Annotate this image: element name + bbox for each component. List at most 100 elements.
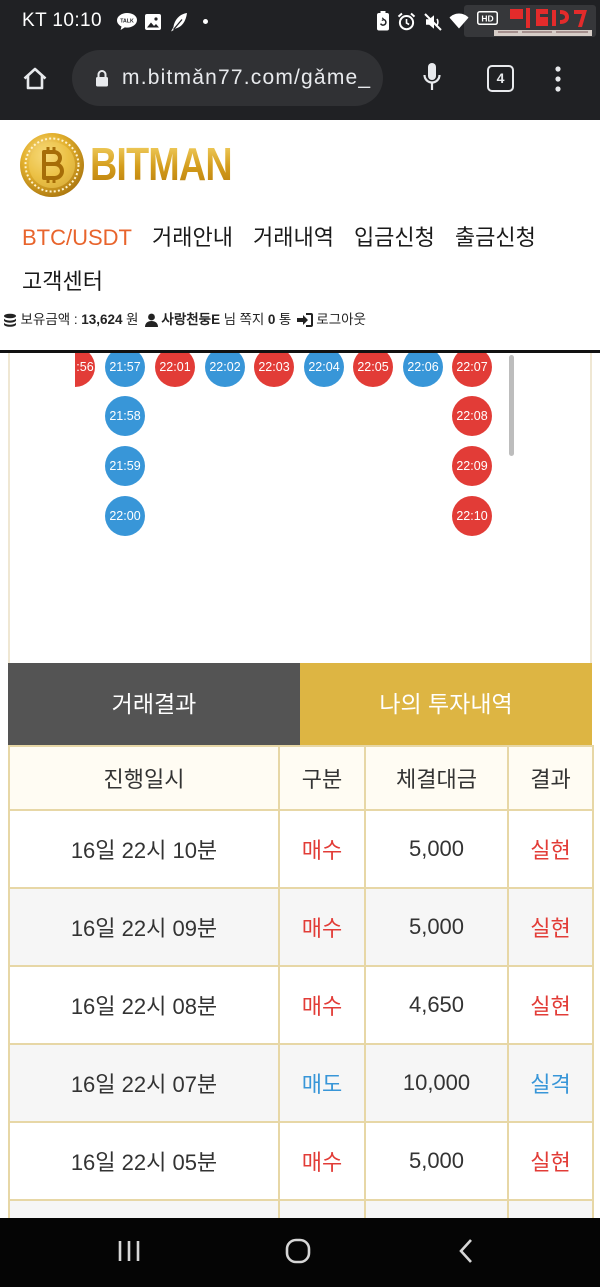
cell-amount: 5,000 xyxy=(364,887,509,967)
cell-result: 실격 xyxy=(507,1043,594,1123)
notification-dot-icon xyxy=(203,19,208,24)
message-count[interactable]: 0 xyxy=(267,312,276,327)
message-label[interactable]: 쪽지 xyxy=(239,312,265,327)
android-navigation-bar xyxy=(0,1218,600,1287)
balance-value: 13,624 xyxy=(81,312,123,327)
tab-trade-results[interactable]: 거래결과 xyxy=(8,663,300,745)
panel-border-right xyxy=(590,353,592,663)
battery-saver-icon xyxy=(376,11,390,31)
main-nav: BTC/USDT 거래안내 거래내역 입금신청 출금신청 고객센터 xyxy=(22,225,588,295)
cell-amount: 4,650 xyxy=(364,965,509,1045)
cell-result: 실현 xyxy=(507,1121,594,1201)
result-bead: 22:02 xyxy=(205,353,245,387)
home-button-icon[interactable] xyxy=(285,1238,311,1264)
honorific: 님 xyxy=(223,312,237,327)
url-text[interactable]: m.bitmǎn77.com/gǎme_ xyxy=(122,66,372,89)
cell-datetime: 16일 22시 08분 xyxy=(8,965,280,1045)
cell-datetime: 16일 22시 10분 xyxy=(8,809,280,889)
cell-result: 실현 xyxy=(507,809,594,889)
kakaotalk-icon: TALK xyxy=(116,12,138,30)
header-divider xyxy=(0,350,600,353)
table-row: 16일 22시 05분 매수 5,000 실현 xyxy=(8,1121,594,1201)
nav-support[interactable]: 고객센터 xyxy=(22,269,103,294)
cell-type: 매도 xyxy=(278,1043,366,1123)
result-bead: 22:10 xyxy=(452,496,492,536)
mute-icon xyxy=(424,13,442,31)
cell-amount: 5,000 xyxy=(364,809,509,889)
nav-deposit[interactable]: 입금신청 xyxy=(353,225,435,250)
result-bead: 22:00 xyxy=(105,496,145,536)
panel-border-left xyxy=(8,353,10,663)
browser-toolbar: m.bitmǎn77.com/gǎme_ 4 xyxy=(0,42,600,120)
nav-withdraw[interactable]: 출금신청 xyxy=(454,225,536,250)
result-board-panel xyxy=(0,353,600,663)
result-bead: 21:59 xyxy=(105,446,145,486)
wifi-icon xyxy=(449,12,469,29)
address-bar[interactable]: m.bitmǎn77.com/gǎme_ xyxy=(72,50,383,106)
result-bead: 22:03 xyxy=(254,353,294,387)
table-header-row: 진행일시 구분 체결대금 결과 xyxy=(8,745,594,811)
cell-type: 매수 xyxy=(278,965,366,1045)
result-bead: 22:09 xyxy=(452,446,492,486)
back-icon[interactable] xyxy=(458,1238,474,1264)
header-type: 구분 xyxy=(278,745,366,811)
header-datetime: 진행일시 xyxy=(8,745,280,811)
table-row: 16일 22시 10분 매수 5,000 실현 xyxy=(8,809,594,889)
account-bar: 보유금액 : 13,624 원 사랑천둥E 님 쪽지 0 통 로그아웃 xyxy=(3,311,366,329)
alarm-icon xyxy=(397,12,416,31)
gallery-icon xyxy=(145,14,161,30)
cell-amount: 5,000 xyxy=(364,1121,509,1201)
table-row: 16일 22시 08분 매수 4,650 실현 xyxy=(8,965,594,1045)
username: 사랑천둥E xyxy=(161,312,221,327)
tabs-button[interactable]: 4 xyxy=(487,65,514,92)
balance-unit: 원 xyxy=(125,312,139,327)
hd-icon: HD xyxy=(477,11,498,25)
feather-icon xyxy=(170,12,188,32)
cell-amount: 10,000 xyxy=(364,1043,509,1123)
result-bead: 22:07 xyxy=(452,353,492,387)
nav-btc-usdt[interactable]: BTC/USDT xyxy=(22,225,132,250)
mic-icon[interactable] xyxy=(423,62,441,92)
carrier-time: KT 10:10 xyxy=(22,10,102,31)
investment-history-table: 진행일시 구분 체결대금 결과 16일 22시 10분 매수 5,000 실현 … xyxy=(8,745,594,1279)
table-row: 16일 22시 09분 매수 5,000 실현 xyxy=(8,887,594,967)
cell-type: 매수 xyxy=(278,887,366,967)
balance-label: 보유금액 : xyxy=(20,312,78,327)
svg-text:HD: HD xyxy=(481,13,493,23)
logout-icon[interactable] xyxy=(296,313,313,327)
result-bead: 22:05 xyxy=(353,353,393,387)
logout-link[interactable]: 로그아웃 xyxy=(316,312,366,327)
tab-my-investments[interactable]: 나의 투자내역 xyxy=(300,663,592,745)
result-bead: 22:06 xyxy=(403,353,443,387)
cell-datetime: 16일 22시 07분 xyxy=(8,1043,280,1123)
result-bead: 21:57 xyxy=(105,353,145,387)
table-row: 16일 22시 07분 매도 10,000 실격 xyxy=(8,1043,594,1123)
header-amount: 체결대금 xyxy=(364,745,509,811)
cell-result: 실현 xyxy=(507,887,594,967)
cell-type: 매수 xyxy=(278,1121,366,1201)
menu-icon[interactable] xyxy=(555,66,561,92)
result-bead: 22:04 xyxy=(304,353,344,387)
result-bead: :56 xyxy=(75,353,95,387)
user-icon xyxy=(144,313,158,327)
recent-apps-icon[interactable] xyxy=(117,1240,141,1262)
header-result: 결과 xyxy=(507,745,594,811)
coins-icon xyxy=(3,313,17,327)
message-unit: 통 xyxy=(278,312,292,327)
scrollbar-thumb[interactable] xyxy=(509,355,514,456)
result-bead: 22:08 xyxy=(452,396,492,436)
cell-datetime: 16일 22시 09분 xyxy=(8,887,280,967)
logo-text[interactable]: BITMAN xyxy=(90,138,233,190)
status-bar: KT 10:10 TALK HD xyxy=(0,0,600,42)
logo-coin[interactable] xyxy=(19,132,85,198)
svg-text:TALK: TALK xyxy=(120,19,134,25)
home-icon[interactable] xyxy=(21,64,49,92)
nav-trade-history[interactable]: 거래내역 xyxy=(252,225,334,250)
result-bead: 21:58 xyxy=(105,396,145,436)
result-bead: 22:01 xyxy=(155,353,195,387)
watermark-logo xyxy=(464,3,596,39)
bead-road[interactable]: :56 21:57 21:58 21:59 22:00 22:01 22:02 … xyxy=(75,353,515,653)
nav-trade-guide[interactable]: 거래안내 xyxy=(152,225,233,250)
cell-type: 매수 xyxy=(278,809,366,889)
lock-icon[interactable] xyxy=(95,69,109,87)
